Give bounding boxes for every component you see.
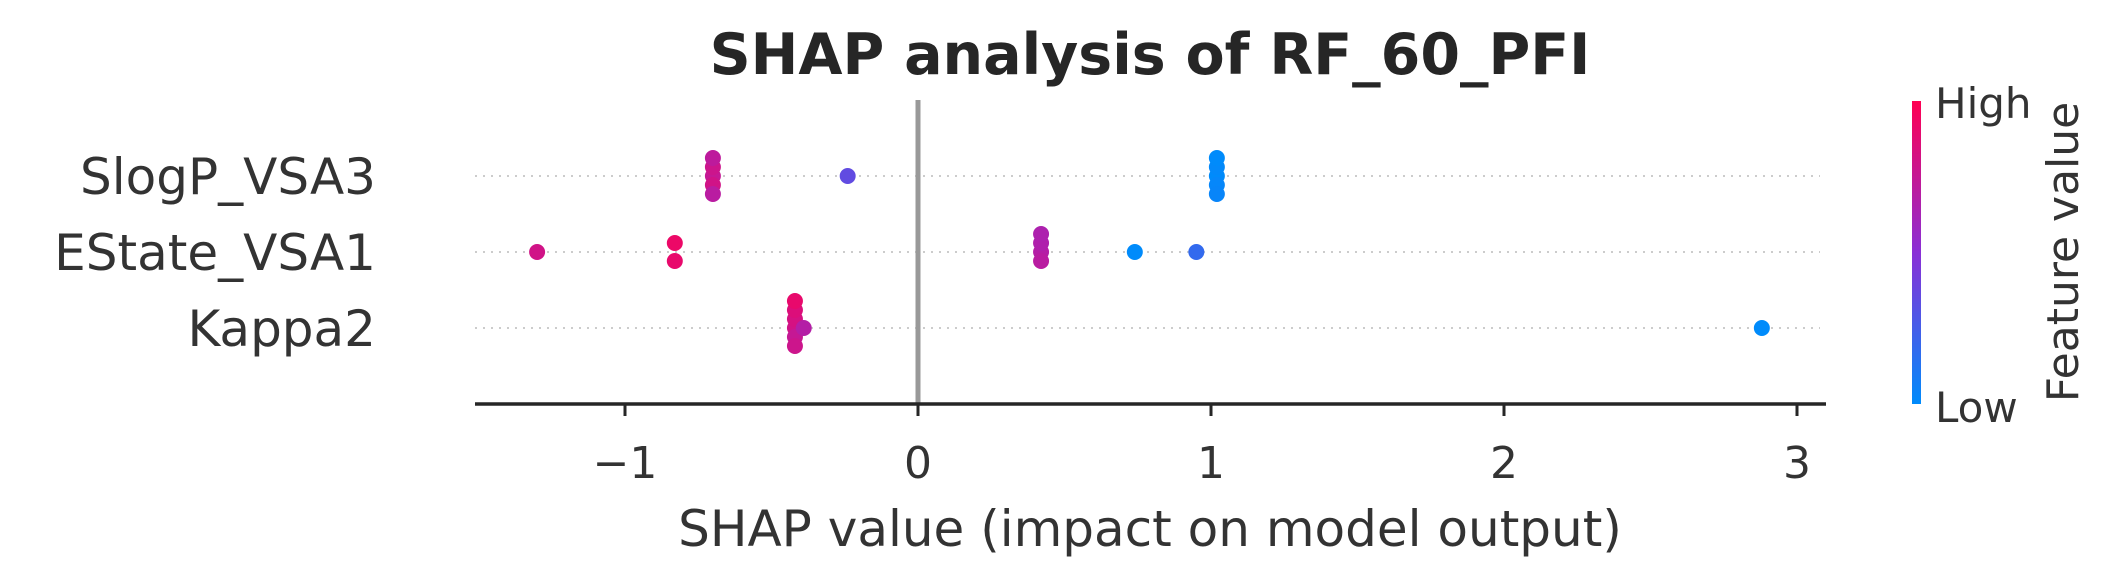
shap-point — [666, 253, 683, 269]
shap-point — [1208, 186, 1225, 202]
shap-point — [666, 235, 683, 251]
shap-point — [786, 338, 803, 354]
shap-point — [1208, 150, 1225, 166]
shap-point — [1126, 244, 1143, 260]
feature-gridlines — [475, 175, 1820, 329]
feature-label: EState_VSA1 — [54, 224, 376, 282]
shap-point — [839, 168, 856, 184]
shap-point — [704, 150, 721, 166]
feature-label: Kappa2 — [188, 300, 376, 358]
shap-point — [1033, 253, 1050, 269]
shap-point — [704, 186, 721, 202]
x-axis-ticks: −1 0 1 2 3 — [593, 404, 1811, 489]
chart-title: SHAP analysis of RF_60_PFI — [710, 22, 1591, 88]
x-tick-label: 1 — [1197, 438, 1225, 489]
x-tick-label: 0 — [904, 438, 932, 489]
x-axis-label: SHAP value (impact on model output) — [678, 500, 1622, 558]
shap-point — [1753, 320, 1770, 336]
feature-labels: SlogP_VSA3 EState_VSA1 Kappa2 — [54, 148, 376, 358]
x-tick-label: 3 — [1783, 438, 1811, 489]
shap-point — [1188, 244, 1205, 260]
feature-label: SlogP_VSA3 — [80, 148, 376, 206]
shap-point — [1033, 226, 1050, 242]
x-tick-label: −1 — [593, 438, 658, 489]
shap-point — [529, 244, 546, 260]
shap-points — [529, 150, 1770, 354]
shap-point — [795, 320, 812, 336]
x-tick-label: 2 — [1490, 438, 1518, 489]
shap-point — [786, 293, 803, 309]
colorbar-title: Feature value — [2038, 102, 2089, 402]
colorbar-low-label: Low — [1935, 383, 2018, 432]
colorbar — [1912, 101, 1921, 404]
colorbar-high-label: High — [1935, 79, 2032, 128]
